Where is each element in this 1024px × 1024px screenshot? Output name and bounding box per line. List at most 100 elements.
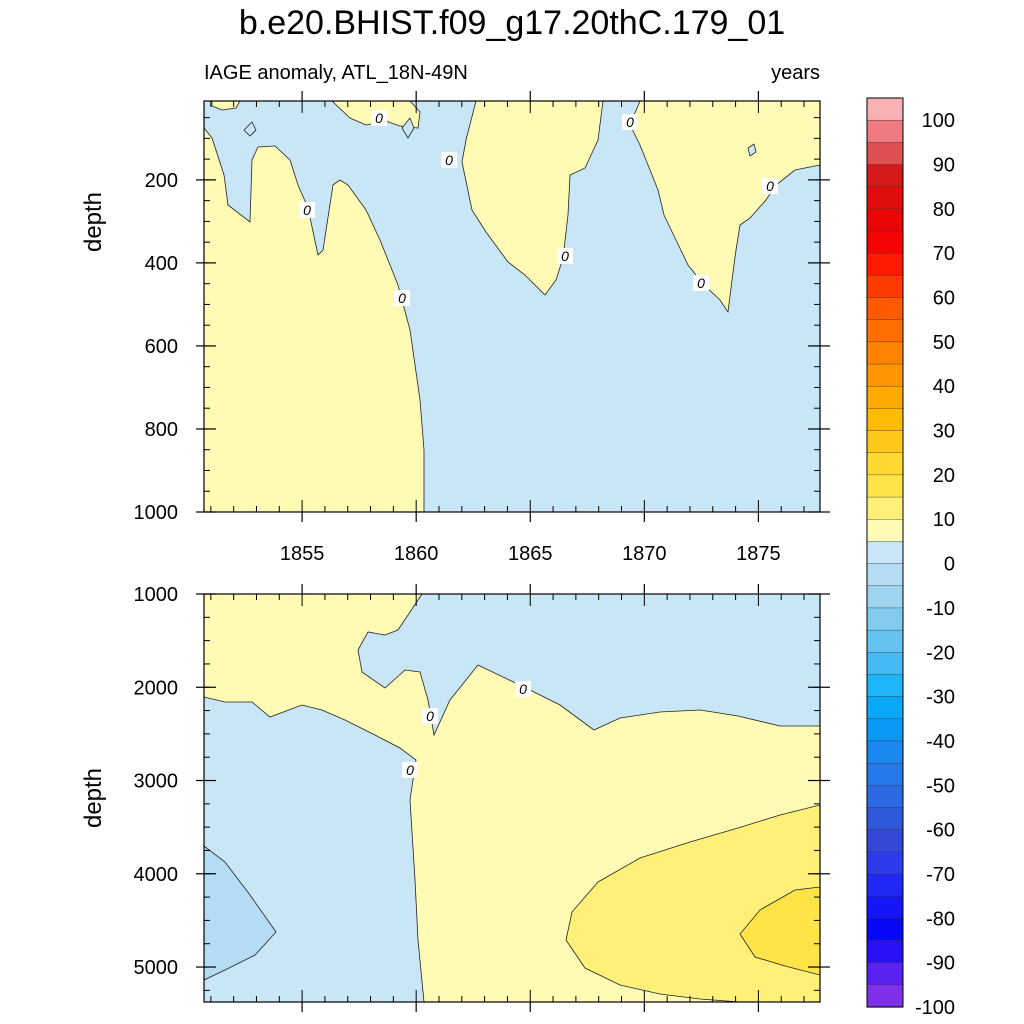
colorbar-swatch: [866, 585, 904, 609]
contour-label-bg: [622, 114, 638, 130]
y-tick-label: 200: [145, 170, 178, 192]
lower-plot-frame: [203, 593, 821, 1003]
y-tick-label: 1000: [134, 584, 179, 606]
contour-zero-label: 0: [398, 290, 406, 306]
colorbar-swatch: [866, 496, 904, 520]
contour-label-bg: [693, 275, 709, 291]
contour-label-bg: [762, 178, 778, 194]
colorbar-label: -70: [926, 864, 955, 886]
colorbar-label: -10: [926, 598, 955, 620]
colorbar-swatch: [866, 652, 904, 676]
units-label: years: [771, 62, 820, 84]
colorbar-swatch: [866, 230, 904, 254]
x-tick-label: 1860: [394, 543, 439, 565]
colorbar-label: 20: [933, 465, 955, 487]
colorbar-label: -20: [926, 642, 955, 664]
upper-negative-patch-d: [401, 117, 415, 139]
colorbar-swatch: [866, 208, 904, 232]
contour-zero-label: 0: [375, 110, 383, 126]
colorbar-label: -60: [926, 820, 955, 842]
colorbar-swatch: [866, 829, 904, 853]
upper-negative-patch-e: [747, 143, 757, 157]
contour-label-bg: [557, 248, 573, 264]
colorbar-swatch: [866, 142, 904, 166]
colorbar-swatch: [866, 785, 904, 809]
lower-negative-band-10: [204, 845, 277, 981]
y-axis-label: depth: [80, 192, 107, 252]
colorbar-label: 60: [933, 288, 955, 310]
colorbar-frame: [866, 97, 904, 1008]
colorbar-swatch: [866, 607, 904, 631]
y-tick-label: 400: [145, 253, 178, 275]
contour-label-bg: [441, 152, 457, 168]
contour-zero-label: 0: [697, 275, 705, 291]
contour-label-bg: [422, 708, 438, 724]
contour-zero-label: 0: [426, 708, 434, 724]
colorbar-swatch: [866, 873, 904, 897]
y-tick-label: 3000: [134, 771, 179, 793]
y-tick-label: 4000: [134, 864, 179, 886]
contour-label-bg: [299, 202, 315, 218]
contour-zero-label: 0: [561, 248, 569, 264]
colorbar-swatch: [866, 319, 904, 343]
contour-zero-label: 0: [766, 178, 774, 194]
colorbar-swatch: [866, 918, 904, 942]
y-axis-label: depth: [80, 768, 107, 828]
colorbar-label: 40: [933, 376, 955, 398]
colorbar-swatch: [866, 164, 904, 188]
colorbar-swatch: [866, 386, 904, 409]
contour-label-bg: [402, 762, 418, 778]
colorbar-label: -100: [915, 997, 955, 1019]
upper-positive-region-mid: [432, 101, 604, 296]
colorbar-swatch: [866, 186, 904, 210]
contour-zero-label: 0: [519, 681, 527, 697]
x-tick-label: 1870: [622, 543, 667, 565]
x-tick-label: 1875: [736, 543, 781, 565]
colorbar-swatch: [866, 851, 904, 875]
colorbar-swatch: [866, 807, 904, 831]
chart-subtitle: IAGE anomaly, ATL_18N-49N: [204, 62, 468, 84]
colorbar-swatch: [866, 97, 904, 121]
colorbar-swatch: [866, 541, 904, 565]
colorbar-swatch: [866, 563, 904, 587]
lower-positive-band-20: [739, 886, 820, 976]
colorbar-label: 50: [933, 332, 955, 354]
y-tick-label: 1000: [134, 502, 179, 524]
colorbar-label: -40: [926, 731, 955, 753]
lower-panel: [204, 594, 820, 1002]
y-tick-label: 5000: [134, 957, 179, 979]
colorbar-swatch: [866, 363, 904, 387]
colorbar-swatch: [866, 718, 904, 742]
contour-label-bg: [394, 290, 410, 306]
colorbar-swatch: [866, 674, 904, 698]
colorbar-swatch: [866, 696, 904, 720]
y-tick-label: 600: [145, 336, 178, 358]
colorbar-label: 80: [933, 199, 955, 221]
colorbar-swatch: [866, 940, 904, 964]
colorbar-label: 10: [933, 509, 955, 531]
colorbar-swatch: [866, 430, 904, 454]
contour-zero-label: 0: [406, 762, 414, 778]
colorbar-swatch: [866, 452, 904, 476]
colorbar-label: 30: [933, 421, 955, 443]
colorbar-swatch: [866, 297, 904, 321]
contour-label-bg: [371, 110, 387, 126]
colorbar-label: 70: [933, 243, 955, 265]
colorbar-swatch: [866, 762, 904, 786]
colorbar-label: 90: [933, 155, 955, 177]
colorbar-swatch: [866, 962, 904, 986]
upper-positive-region-left: [204, 127, 425, 512]
upper-positive-region-right: [629, 101, 820, 314]
colorbar-label: 100: [922, 110, 955, 132]
upper-panel: [204, 101, 820, 512]
contour-label-bg: [515, 681, 531, 697]
upper-plot-frame: [203, 100, 821, 513]
colorbar-swatch: [866, 119, 904, 143]
contour-zero-label: 0: [445, 152, 453, 168]
colorbar-swatch: [866, 275, 904, 299]
colorbar-label: -30: [926, 687, 955, 709]
contour-zero-label: 0: [626, 114, 634, 130]
colorbar-swatch: [866, 252, 904, 276]
colorbar-label: -50: [926, 775, 955, 797]
colorbar-swatch: [866, 519, 904, 543]
